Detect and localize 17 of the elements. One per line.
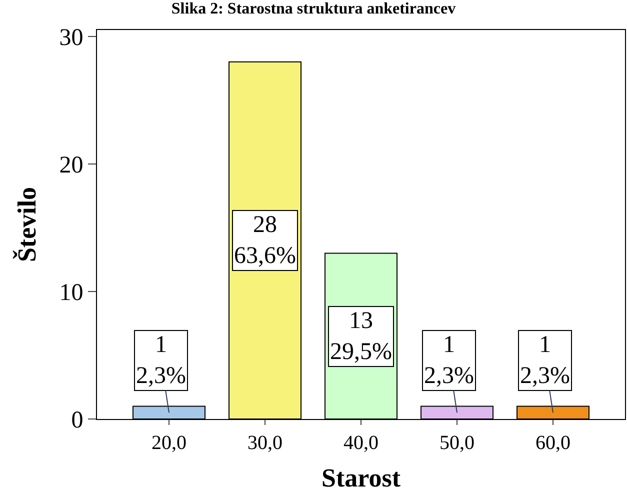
y-tick-label: 10: [59, 280, 84, 306]
chart-title: Slika 2: Starostna struktura anketirancev: [171, 0, 456, 18]
x-tick-label: 20,0: [152, 432, 186, 454]
data-label: 13 29,5%: [330, 308, 392, 366]
data-label: 1 2,3%: [520, 332, 570, 390]
y-tick-label: 0: [71, 407, 84, 434]
y-tick-label: 20: [59, 152, 84, 178]
data-label: 1 2,3%: [136, 332, 186, 390]
y-axis-title: Število: [12, 186, 42, 262]
x-tick-label: 30,0: [248, 432, 282, 454]
x-tick-label: 60,0: [536, 432, 570, 454]
x-tick-label: 40,0: [344, 432, 378, 454]
y-tick-label: 30: [59, 24, 84, 51]
data-label: 1 2,3%: [424, 332, 474, 390]
x-tick-label: 50,0: [440, 432, 474, 454]
data-label: 28 63,6%: [234, 212, 296, 270]
x-axis-title: Starost: [322, 464, 401, 493]
